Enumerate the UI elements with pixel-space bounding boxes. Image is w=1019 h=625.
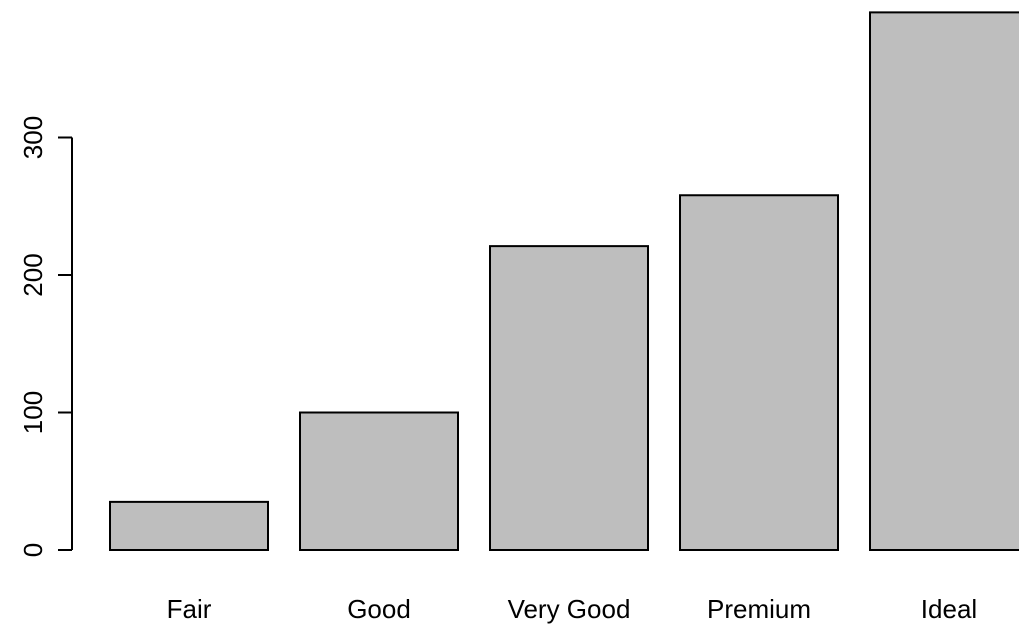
x-axis-labels: Fair Good Very Good Premium Ideal [167,594,978,624]
bar-premium [679,194,839,551]
x-category-label: Good [347,594,411,624]
bars [109,11,1019,551]
bar-very-good [489,245,649,551]
y-tick-label: 300 [18,116,48,159]
x-category-label: Ideal [921,594,977,624]
y-axis: 0 100 200 300 [18,116,73,557]
x-category-label: Fair [167,594,212,624]
bar-good [299,411,459,551]
y-tick-label: 0 [18,543,48,557]
x-category-label: Premium [707,594,811,624]
bar-ideal [869,11,1019,551]
y-tick-label: 100 [18,391,48,434]
x-category-label: Very Good [508,594,631,624]
bar-fair [109,500,269,551]
y-tick-label: 200 [18,253,48,296]
